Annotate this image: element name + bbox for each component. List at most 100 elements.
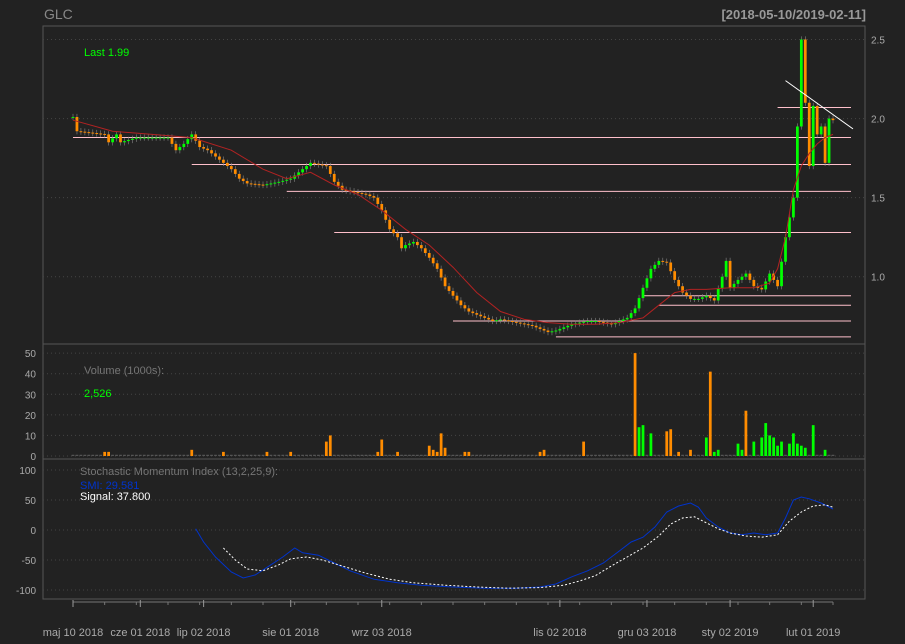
candle-body (356, 192, 360, 194)
candle-body (123, 141, 126, 143)
volume-bar (716, 449, 720, 456)
candle-body (451, 290, 455, 296)
moving-average-line (72, 119, 834, 325)
volume-bar-min (130, 454, 134, 456)
volume-bar-min (784, 454, 787, 456)
candle-body (396, 233, 399, 238)
price-tick-label: 2.0 (871, 115, 885, 126)
volume-bar-min (471, 454, 475, 456)
volume-bar-min (142, 454, 146, 456)
volume-y-axis: 50 40 30 20 10 0 (25, 349, 37, 463)
volume-bar-min (348, 454, 352, 456)
volume-bar-min (115, 454, 118, 456)
volume-bar (803, 447, 807, 456)
candle-body (720, 276, 724, 289)
smi-y-axis: 100 50 0 -50 -100 (16, 466, 36, 597)
candle-body (534, 325, 538, 328)
candle-body (309, 162, 312, 167)
candle-body (138, 137, 142, 139)
candle-body (182, 143, 186, 148)
volume-bar-min (609, 454, 613, 456)
candle-body (700, 297, 704, 299)
volume-bar-min (558, 454, 562, 456)
candle-body (479, 314, 483, 317)
candle-body (681, 286, 684, 293)
candle-body (336, 181, 340, 186)
volume-bar (665, 431, 669, 456)
candle-body (146, 137, 150, 139)
volume-bar-min (146, 454, 150, 456)
volume-bar-min (320, 454, 324, 456)
volume-bar (799, 445, 803, 456)
candle-body (483, 316, 487, 318)
candle-body (645, 278, 649, 288)
volume-bar-min (617, 454, 621, 456)
volume-bar-min (166, 454, 170, 456)
volume-bar-min (720, 454, 724, 456)
candle-body (510, 321, 514, 323)
price-support-lines (73, 107, 851, 338)
candle-body (360, 192, 364, 194)
smi-panel-frame (42, 458, 866, 600)
volume-bar-min (827, 454, 831, 456)
volume-bar (760, 437, 764, 456)
volume-bar-min (253, 454, 257, 456)
candle-body (708, 295, 712, 299)
volume-bar-min (127, 454, 130, 456)
volume-bar-min (550, 454, 554, 456)
volume-bar-min (249, 454, 253, 456)
candle-body (237, 173, 241, 179)
candle-body (823, 126, 827, 163)
volume-bar-min (150, 454, 154, 456)
candle-body (111, 138, 114, 143)
volume-bar (744, 410, 748, 456)
volume-bar-min (119, 454, 122, 456)
volume-bar-min (724, 454, 728, 456)
candle-body (768, 273, 772, 282)
volume-bar-min (562, 454, 566, 456)
candle-body (166, 137, 170, 139)
candle-body (788, 217, 791, 238)
volume-bar-min (815, 454, 819, 456)
candle-body (328, 166, 332, 174)
volume-bar-min (455, 454, 459, 456)
volume-bar (689, 449, 692, 456)
candle-body (225, 162, 229, 167)
volume-bar-min (507, 454, 510, 456)
volume-bar (780, 441, 783, 456)
candle-body (368, 194, 372, 197)
volume-bar (811, 425, 815, 456)
x-tick-label: wrz 03 2018 (351, 627, 412, 639)
volume-bar-min (503, 454, 506, 456)
volume-bar-min (317, 454, 320, 456)
candle-body (91, 132, 95, 134)
candle-body (744, 273, 748, 277)
smi-tick-label: -100 (16, 586, 36, 597)
volume-bar-min (261, 454, 265, 456)
volume-bar (776, 445, 779, 456)
candle-body (229, 166, 233, 170)
volume-bar-min (388, 454, 392, 456)
candle-body (87, 132, 91, 134)
volume-tick-label: 40 (25, 370, 37, 381)
volume-bar-min (111, 454, 114, 456)
volume-bar-min (483, 454, 487, 456)
candle-body (305, 166, 308, 170)
volume-bar-min (475, 454, 479, 456)
volume-bar-min (598, 454, 601, 456)
volume-bar-min (194, 454, 198, 456)
candle-body (186, 139, 190, 144)
volume-bar-min (728, 454, 732, 456)
date-range: [2018-05-10/2019-02-11] (721, 7, 866, 22)
candle-body (669, 262, 673, 272)
candle-body (689, 295, 692, 299)
candle-body (831, 118, 835, 121)
volume-bar-min (392, 454, 396, 456)
candle-body (380, 203, 384, 211)
candle-body (566, 325, 570, 328)
chart-title: GLC (44, 6, 73, 22)
candle-body (514, 321, 518, 323)
candle-body (285, 179, 289, 181)
volume-bar-min (277, 454, 281, 456)
